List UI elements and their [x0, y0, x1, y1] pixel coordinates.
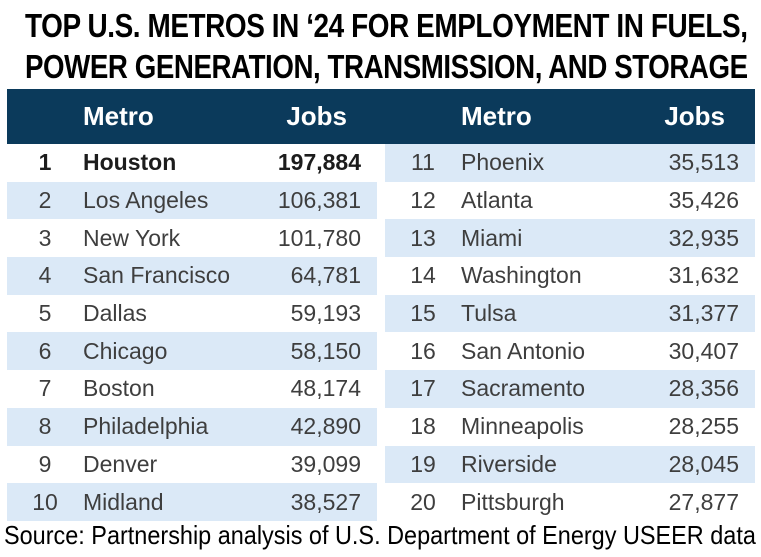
jobs-cell: 38,527 [290, 488, 361, 515]
metro-cell: New York [83, 224, 181, 251]
rank-cell: 9 [38, 450, 52, 477]
jobs-cell: 64,781 [290, 262, 361, 289]
metro-cell: Midland [83, 488, 164, 515]
table-body: 1 Houston 197,884 2 Los Angeles 106,381 3 New Y… [7, 144, 755, 521]
jobs-cell: 106,381 [277, 187, 361, 214]
page-title: TOP U.S. METROS IN ‘24 FOR EMPLOYMENT IN… [25, 5, 761, 87]
jobs-cell: 101,780 [277, 224, 361, 251]
metro-cell: Philadelphia [83, 413, 209, 440]
rank-cell: 5 [38, 300, 52, 327]
column-header-jobs: Jobs [664, 101, 725, 131]
metro-cell: Washington [461, 262, 582, 289]
metro-cell: Minneapolis [461, 413, 584, 440]
rank-cell: 6 [38, 337, 52, 364]
rank-cell: 1 [38, 149, 52, 176]
jobs-cell: 31,632 [668, 262, 739, 289]
rank-cell: 16 [410, 337, 436, 364]
rank-cell: 7 [38, 375, 52, 402]
rank-cell: 18 [410, 413, 436, 440]
table-header-left: Metro Jobs [7, 89, 377, 144]
rank-cell: 20 [410, 488, 436, 515]
table-row: 7 Boston 48,174 [7, 370, 377, 408]
jobs-cell: 58,150 [290, 337, 361, 364]
column-header-metro: Metro [461, 101, 532, 131]
table-row: 11 Phoenix 35,513 [385, 144, 755, 182]
metro-cell: San Antonio [461, 337, 586, 364]
table-row: 18 Minneapolis 28,255 [385, 408, 755, 446]
rank-cell: 14 [410, 262, 436, 289]
table-row: 9 Denver 39,099 [7, 446, 377, 484]
table-column-right: 11 Phoenix 35,513 12 Atlanta 35,426 13 Miami 32,… [385, 144, 755, 521]
table-row: 8 Philadelphia 42,890 [7, 407, 377, 446]
table-header-right: Metro Jobs [385, 89, 755, 144]
rank-cell: 2 [38, 187, 52, 214]
rank-cell: 4 [38, 262, 52, 289]
title-line-2: POWER GENERATION, TRANSMISSION, AND STOR… [25, 48, 748, 85]
column-header-metro: Metro [83, 101, 154, 131]
jobs-cell: 59,193 [290, 300, 361, 327]
rank-cell: 15 [410, 300, 436, 327]
jobs-cell: 28,255 [668, 413, 739, 440]
metro-cell: Houston [83, 149, 177, 176]
metro-cell: Phoenix [461, 149, 545, 176]
jobs-cell: 28,045 [668, 450, 739, 477]
rank-cell: 10 [32, 488, 58, 515]
jobs-cell: 48,174 [290, 375, 361, 402]
jobs-cell: 30,407 [668, 337, 739, 364]
metro-cell: Pittsburgh [461, 488, 565, 515]
table-row: 15 Tulsa 31,377 [385, 294, 755, 333]
table-row: 3 New York 101,780 [7, 219, 377, 257]
jobs-cell: 35,426 [668, 187, 739, 214]
rank-cell: 12 [410, 187, 436, 214]
jobs-cell: 197,884 [277, 149, 361, 176]
jobs-cell: 42,890 [290, 413, 361, 440]
column-header-jobs: Jobs [286, 101, 347, 131]
table-row: 1 Houston 197,884 [7, 144, 377, 182]
rank-cell: 3 [38, 224, 52, 251]
table-row: 17 Sacramento 28,356 [385, 370, 755, 408]
metro-cell: Boston [83, 375, 155, 402]
source-note: Source: Partnership analysis of U.S. Dep… [4, 520, 756, 550]
title-line-1: TOP U.S. METROS IN ‘24 FOR EMPLOYMENT IN… [25, 7, 748, 44]
table-row: 13 Miami 32,935 [385, 219, 755, 258]
table-row: 20 Pittsburgh 27,877 [385, 483, 755, 521]
table-row: 16 San Antonio 30,407 [385, 332, 755, 370]
table-row: 12 Atlanta 35,426 [385, 182, 755, 220]
table-row: 14 Washington 31,632 [385, 257, 755, 295]
table-column-left: 1 Houston 197,884 2 Los Angeles 106,381 3 New Y… [7, 144, 377, 521]
jobs-cell: 32,935 [668, 224, 739, 251]
table-row: 6 Chicago 58,150 [7, 332, 377, 371]
metro-cell: San Francisco [83, 262, 231, 289]
table-row: 4 San Francisco 64,781 [7, 257, 377, 295]
infographic-page: TOP U.S. METROS IN ‘24 FOR EMPLOYMENT IN… [0, 5, 761, 557]
metro-cell: Denver [83, 450, 158, 477]
rank-cell: 19 [410, 450, 436, 477]
rank-cell: 17 [410, 375, 436, 402]
table-row: 10 Midland 38,527 [7, 483, 377, 521]
metro-jobs-table: Metro Jobs Metro Jobs 1 Houston 197,884 2 Lo… [7, 89, 755, 521]
jobs-cell: 31,377 [668, 300, 739, 327]
metro-cell: Atlanta [461, 187, 533, 214]
jobs-cell: 28,356 [668, 375, 739, 402]
table-header-row: Metro Jobs Metro Jobs [7, 89, 755, 144]
jobs-cell: 27,877 [668, 488, 739, 515]
metro-cell: Chicago [83, 337, 168, 364]
table-row: 5 Dallas 59,193 [7, 295, 377, 333]
table-row: 2 Los Angeles 106,381 [7, 181, 377, 220]
metro-cell: Tulsa [461, 300, 517, 327]
metro-cell: Sacramento [461, 375, 586, 402]
jobs-cell: 39,099 [290, 450, 361, 477]
metro-cell: Dallas [83, 300, 147, 327]
metro-cell: Los Angeles [83, 187, 209, 214]
table-row: 19 Riverside 28,045 [385, 445, 755, 484]
rank-cell: 11 [411, 149, 435, 176]
metro-cell: Riverside [461, 450, 557, 477]
rank-cell: 8 [38, 413, 52, 440]
jobs-cell: 35,513 [668, 149, 739, 176]
rank-cell: 13 [410, 224, 436, 251]
metro-cell: Miami [461, 224, 523, 251]
